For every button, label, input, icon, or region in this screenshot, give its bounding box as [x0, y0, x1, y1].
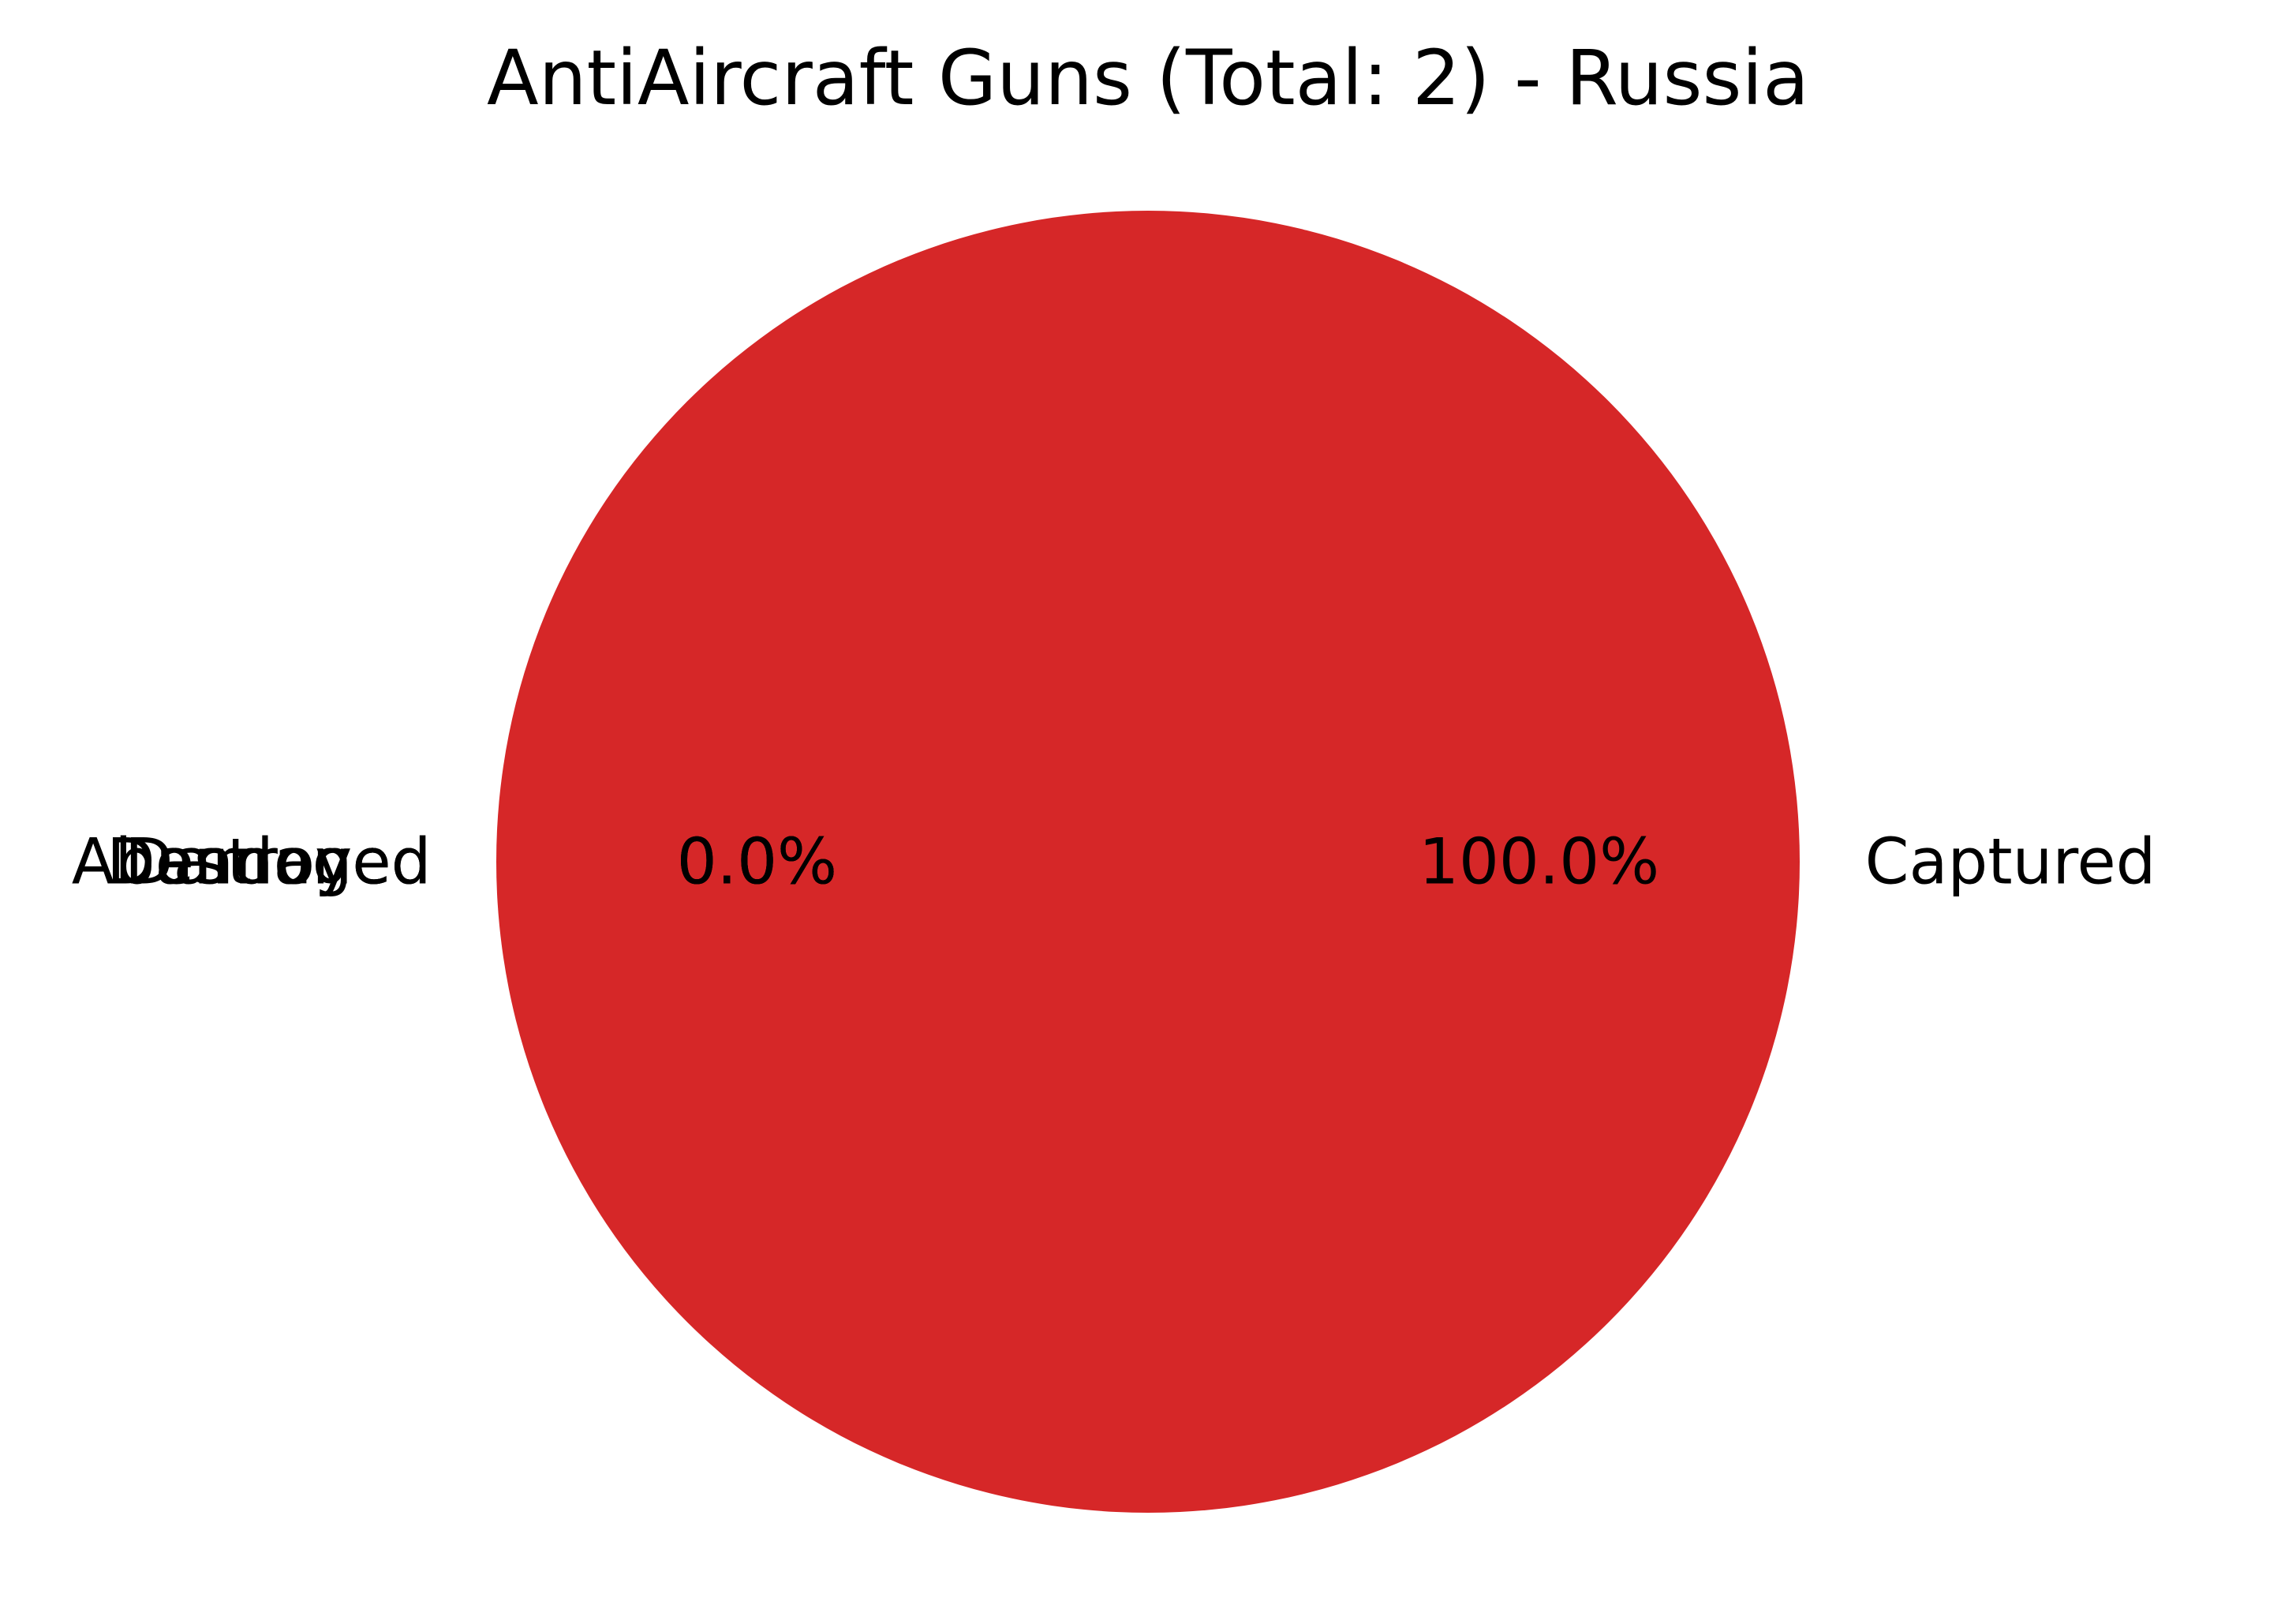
percent-label-captured: 100.0%: [1419, 825, 1659, 899]
category-label-abandoned: Abandoned: [72, 825, 432, 899]
percent-label-damaged: 0.0%: [677, 825, 837, 899]
category-label-captured: Captured: [1865, 825, 2156, 899]
chart-title: AntiAircraft Guns (Total: 2) - Russia: [487, 34, 1809, 122]
pie-slice-captured: [496, 211, 1800, 1513]
percent-label-destroyed: 0.0%: [677, 825, 837, 899]
pie-slices: [496, 211, 1800, 1513]
category-label-damaged: Damaged: [125, 825, 431, 899]
percent-label-abandoned: 0.0%: [677, 825, 837, 899]
category-label-destroyed: Destroyed: [107, 825, 431, 899]
